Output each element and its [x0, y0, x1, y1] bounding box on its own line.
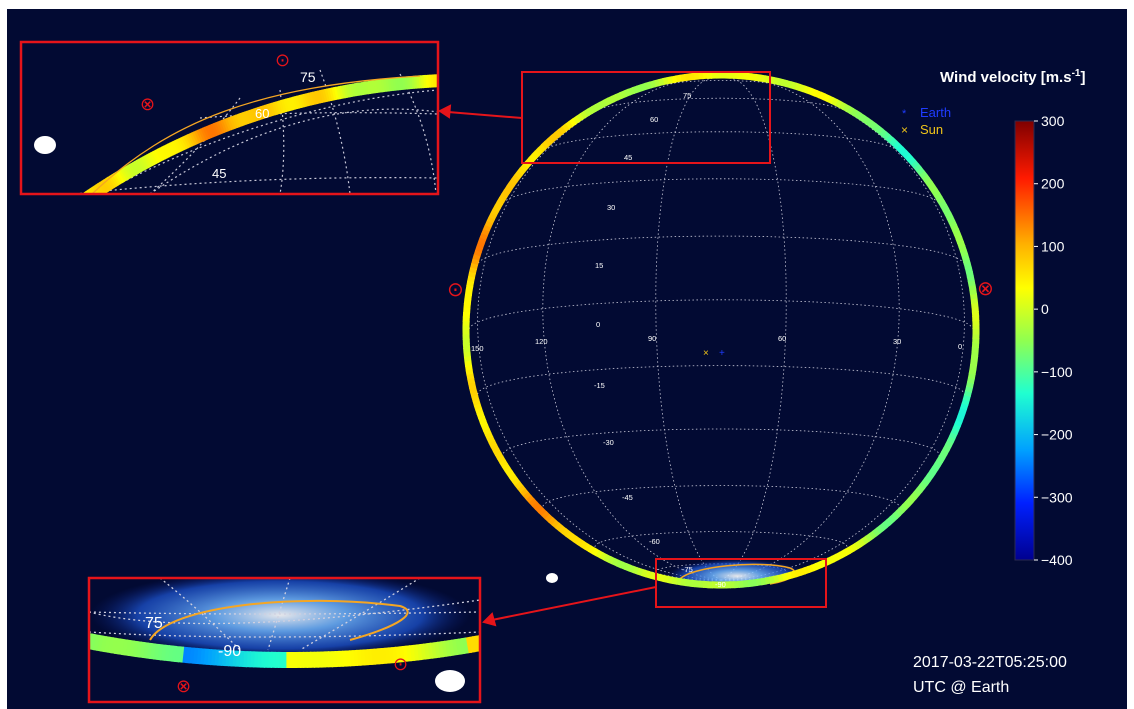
svg-text:×: ×	[703, 348, 709, 359]
svg-text:+: +	[719, 348, 725, 359]
into-plane-symbol: ⊗	[977, 276, 994, 300]
inset-latitude-label: 75	[145, 615, 163, 632]
aurora-emission	[667, 559, 807, 582]
moon-icon	[34, 136, 56, 154]
inset-latitude-label: 60	[255, 106, 269, 121]
inset-latitude-label: 75	[300, 69, 316, 85]
moon-icon	[435, 670, 465, 692]
flow-symbols: ⊙ ⊗ ⊗ ⊙ ⊗ ⊙	[140, 50, 994, 697]
earth-legend-label: Earth	[920, 105, 951, 120]
colorbar-tick-label: −400	[1041, 552, 1073, 568]
latitude-label: -75	[682, 565, 693, 574]
connector-arrows	[438, 104, 657, 627]
colorbar: 300 200 100 0 −100 −200 −300 −400	[1014, 113, 1073, 568]
latitude-label: 60	[650, 115, 658, 124]
lat-lon-grid	[469, 78, 973, 581]
limb-velocity-ring	[462, 71, 980, 589]
longitude-label: 30	[893, 337, 901, 346]
out-of-plane-symbol: ⊙	[275, 50, 290, 71]
earth-legend-marker: *	[902, 108, 907, 120]
inset-latitude-label: -90	[218, 643, 241, 660]
sun-legend-label: Sun	[920, 122, 943, 137]
into-plane-symbol: ⊗	[140, 94, 155, 115]
latitude-label: -15	[594, 381, 605, 390]
inset-south: 75 -90	[87, 576, 482, 704]
latitude-label: -60	[649, 537, 660, 546]
into-plane-symbol: ⊗	[176, 676, 191, 697]
latitude-label: 75	[683, 91, 691, 100]
latitude-label: -30	[603, 438, 614, 447]
timestamp-line-2: UTC @ Earth	[913, 679, 1009, 696]
colorbar-tick-label: 0	[1041, 301, 1049, 317]
colorbar-tick-label: 200	[1041, 176, 1065, 192]
longitude-label: 90	[648, 334, 656, 343]
zoom-box-south	[655, 558, 827, 608]
latitude-label: 30	[607, 203, 615, 212]
latitude-label: 15	[595, 261, 603, 270]
sun-legend-marker: ×	[901, 123, 908, 137]
longitude-label: 0	[958, 342, 962, 351]
colorbar-title: Wind velocity [m.s-1]	[940, 68, 1085, 86]
colorbar-tick-label: −100	[1041, 364, 1073, 380]
out-of-plane-symbol: ⊙	[393, 654, 408, 675]
legend: * Earth × Sun	[901, 105, 951, 137]
latitude-label: -90	[715, 580, 726, 589]
inset-latitude-label: 45	[212, 166, 226, 181]
timestamp-line-1: 2017-03-22T05:25:00	[913, 654, 1067, 671]
moon-icon	[546, 573, 558, 583]
longitude-label: 60	[778, 334, 786, 343]
colorbar-tick-label: 100	[1041, 238, 1065, 254]
sub-sun-marker: ×	[703, 348, 709, 359]
inset-north: 75 60 45	[19, 40, 440, 196]
latitude-label: 45	[624, 153, 632, 162]
colorbar-tick-label: 300	[1041, 113, 1065, 129]
longitude-label: 120	[535, 337, 548, 346]
latitude-label: 0	[596, 320, 600, 329]
colorbar-tick-label: −300	[1041, 489, 1073, 505]
sub-earth-marker: +	[719, 348, 725, 359]
out-of-plane-symbol: ⊙	[447, 277, 464, 301]
latitude-label: -45	[622, 493, 633, 502]
longitude-label: 150	[471, 344, 484, 353]
colorbar-tick-label: −200	[1041, 427, 1073, 443]
